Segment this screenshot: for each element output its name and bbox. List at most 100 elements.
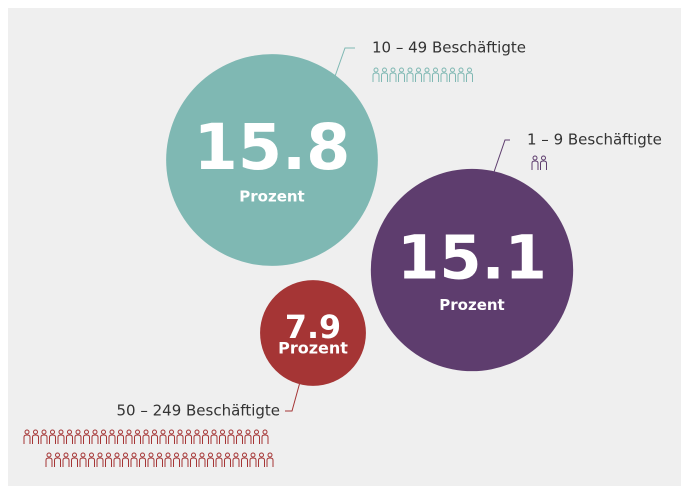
- person-icon: [202, 429, 209, 444]
- person-icon: [449, 67, 456, 82]
- icon-head: [126, 429, 132, 435]
- icon-body: [91, 434, 99, 444]
- icon-head: [262, 429, 268, 435]
- icon-body: [71, 457, 78, 467]
- icon-head: [267, 452, 273, 458]
- bubble-unit: Prozent: [439, 296, 504, 314]
- icon-body: [224, 457, 231, 467]
- icon-head: [216, 452, 222, 458]
- icon-head: [114, 452, 120, 458]
- person-icon: [398, 67, 405, 82]
- icon-head: [532, 155, 538, 161]
- icon-body: [261, 434, 269, 444]
- icon-body: [134, 434, 141, 444]
- icon-head: [203, 429, 208, 435]
- icon-body: [23, 434, 31, 444]
- icon-head: [458, 67, 464, 73]
- icon-head: [237, 429, 242, 435]
- person-icon: [156, 452, 163, 467]
- person-icon: [227, 429, 235, 444]
- icon-body: [232, 457, 240, 467]
- icon-body: [40, 434, 48, 444]
- icon-head: [225, 452, 230, 458]
- icon-head: [233, 452, 239, 458]
- category-label: 1 – 9 Beschäftigte: [527, 131, 662, 149]
- person-icon: [40, 429, 48, 444]
- icon-body: [432, 72, 439, 82]
- icon-body: [176, 434, 184, 444]
- person-icon: [164, 452, 172, 467]
- person-icon: [62, 452, 70, 467]
- person-icon: [253, 429, 260, 444]
- person-icon: [130, 452, 138, 467]
- icon-body: [531, 160, 539, 170]
- icon-head: [433, 67, 438, 73]
- icon-head: [174, 452, 179, 458]
- icon-body: [83, 434, 90, 444]
- icon-head: [416, 67, 421, 73]
- icon-head: [424, 67, 430, 73]
- icon-head: [211, 429, 217, 435]
- icon-head: [407, 67, 413, 73]
- person-icon: [117, 429, 124, 444]
- icon-body: [415, 72, 422, 82]
- icon-body: [156, 457, 163, 467]
- person-icon: [125, 429, 133, 444]
- icon-head: [399, 67, 404, 73]
- person-icon: [79, 452, 87, 467]
- icon-head: [143, 429, 149, 435]
- icon-body: [168, 434, 175, 444]
- person-icon: [105, 452, 112, 467]
- icon-head: [148, 452, 154, 458]
- icon-body: [466, 72, 473, 82]
- icon-body: [96, 457, 104, 467]
- icon-head: [97, 452, 103, 458]
- icon-body: [66, 434, 73, 444]
- icon-body: [164, 457, 172, 467]
- icon-head: [123, 452, 128, 458]
- icon-body: [100, 434, 107, 444]
- person-icon: [215, 452, 223, 467]
- person-icon: [540, 155, 547, 170]
- icon-head: [194, 429, 200, 435]
- background: [8, 8, 681, 486]
- icon-head: [177, 429, 183, 435]
- person-icon: [181, 452, 189, 467]
- icon-head: [72, 452, 77, 458]
- icon-body: [219, 434, 226, 444]
- icon-head: [50, 429, 55, 435]
- icon-head: [80, 452, 86, 458]
- bubble-unit: Prozent: [278, 338, 348, 357]
- person-icon: [54, 452, 61, 467]
- person-icon: [57, 429, 65, 444]
- person-icon: [190, 452, 197, 467]
- person-icon: [372, 67, 380, 82]
- icon-head: [84, 429, 89, 435]
- person-icon: [432, 67, 439, 82]
- leader-line: [332, 47, 355, 83]
- person-icon: [241, 452, 248, 467]
- person-icon: [74, 429, 82, 444]
- icon-body: [266, 457, 274, 467]
- person-icon: [423, 67, 431, 82]
- person-icon: [88, 452, 95, 467]
- person-icon: [173, 452, 180, 467]
- person-icon: [23, 429, 31, 444]
- icon-body: [74, 434, 82, 444]
- person-icon: [249, 452, 257, 467]
- icon-head: [157, 452, 162, 458]
- leader-line: [493, 139, 510, 173]
- person-icon: [176, 429, 184, 444]
- category-label: 50 – 249 Beschäftigte: [117, 402, 281, 420]
- icon-body: [173, 457, 180, 467]
- person-icon: [45, 452, 53, 467]
- icon-body: [258, 457, 265, 467]
- icon-head: [245, 429, 251, 435]
- icon-head: [228, 429, 234, 435]
- person-icon: [389, 67, 397, 82]
- icon-body: [147, 457, 155, 467]
- icon-body: [190, 457, 197, 467]
- icon-head: [165, 452, 171, 458]
- person-icon: [113, 452, 121, 467]
